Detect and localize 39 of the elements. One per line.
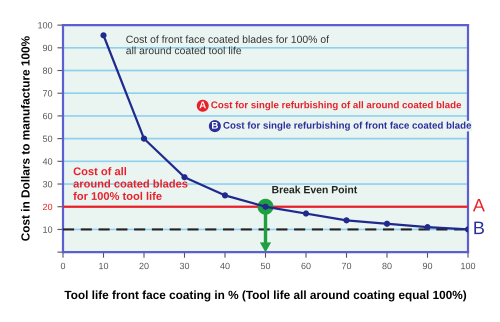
point [222, 192, 228, 198]
y-tick-label: 10 [43, 226, 52, 233]
point [384, 220, 390, 227]
x-tick-label: 30 [180, 262, 190, 270]
annotation: Cost for single refurbishing of front face coated blade [223, 122, 472, 131]
y-tick-label: 40 [42, 158, 52, 165]
annotation: Break Even Point [272, 186, 358, 194]
point [302, 210, 310, 217]
point [100, 32, 107, 38]
x-tick-label: 20 [139, 262, 149, 270]
annotation: Cost for single refurbishing of all around coated blade [211, 101, 462, 110]
x-tick-label: 10 [99, 262, 108, 270]
point [424, 224, 431, 230]
x-tick-label: 0 [60, 262, 66, 270]
y-tick-label: 80 [42, 67, 52, 74]
x-tick-label: 80 [382, 262, 392, 270]
annotation: Cost of all around coated blades for 100% tool life [73, 167, 188, 200]
y-tick-label: 20 [42, 204, 52, 210]
x-tick-label: 50 [260, 262, 270, 270]
text: B [212, 122, 218, 129]
y-tick-label: 100 [38, 22, 52, 28]
y-tick-label: 90 [42, 44, 52, 52]
text: A [199, 102, 206, 108]
point [343, 217, 350, 224]
x-tick-label: 100 [461, 262, 476, 270]
y-tick-label: 60 [43, 112, 52, 120]
x-axis-title: Tool life front face coating in % (Tool life all around coating equal 100%) [64, 290, 466, 302]
ref-line-label: A [472, 198, 485, 212]
ref-line-label: B [474, 222, 484, 234]
y-tick-label: 70 [43, 90, 52, 97]
annotation: Cost of front face coated blades for 100% of all around coated tool life [126, 35, 330, 54]
x-tick-label: 60 [301, 262, 311, 270]
x-tick-label: 90 [422, 262, 432, 270]
point [140, 135, 148, 142]
y-tick-label: 30 [42, 180, 52, 188]
x-tick-label: 40 [220, 262, 230, 270]
y-axis-title: Cost in Dollars to manufacture 100% [20, 36, 30, 241]
y-tick-label: 50 [42, 136, 52, 142]
x-tick-label: 70 [342, 262, 352, 270]
